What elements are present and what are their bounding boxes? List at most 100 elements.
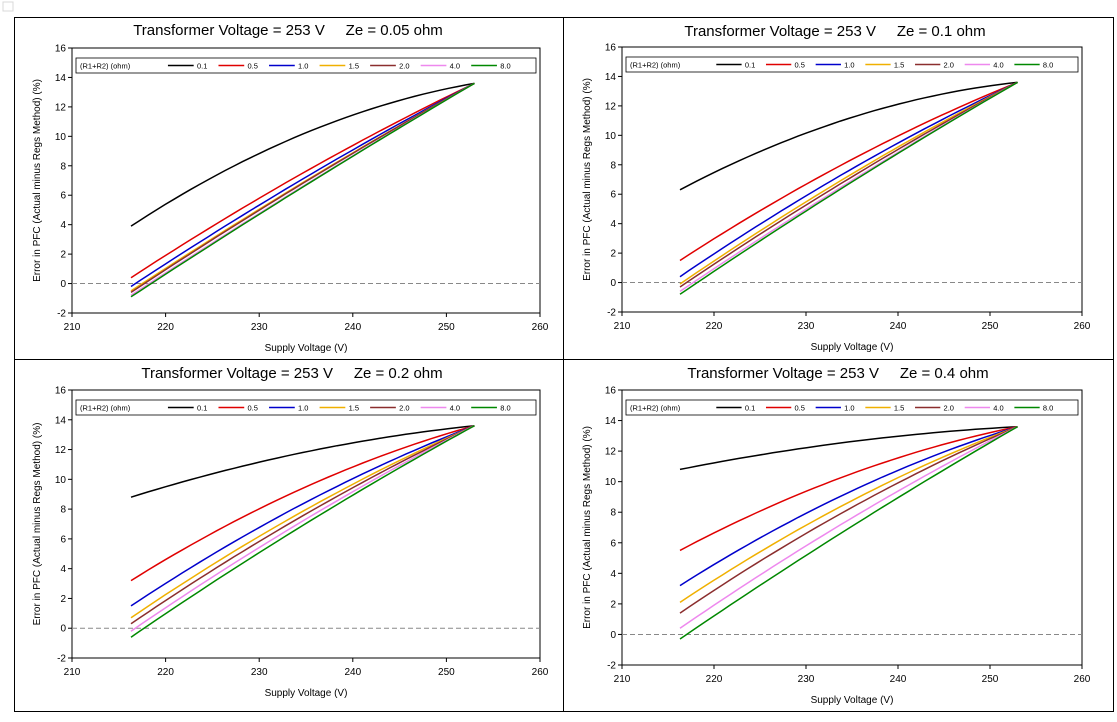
y-tick-label: 12 (55, 445, 67, 456)
legend-label-1.5: 1.5 (894, 61, 904, 70)
series-line-0.1 (679, 81, 1018, 191)
y-tick-label: 10 (605, 131, 617, 142)
panel-title: Transformer Voltage = 253 V Ze = 0.4 ohm (687, 365, 988, 382)
y-tick-label: 2 (610, 249, 616, 260)
plot-frame (621, 46, 1083, 313)
y-tick-label: 0 (60, 279, 66, 290)
x-tick-label: 220 (706, 321, 723, 332)
y-tick-label: 6 (610, 538, 616, 549)
legend-label-8.0: 8.0 (500, 404, 510, 413)
series-line-4.0 (679, 426, 1018, 629)
y-tick-label: 10 (55, 132, 67, 143)
chart-panel-2: Transformer Voltage = 253 V Ze = 0.1 ohm… (582, 23, 1091, 353)
y-tick-label: 10 (55, 475, 67, 486)
x-tick-label: 220 (706, 674, 723, 685)
legend-title: (R1+R2) (ohm) (630, 404, 681, 413)
series-line-0.5 (130, 82, 475, 279)
x-tick-label: 240 (890, 674, 907, 685)
y-tick-label: 6 (60, 191, 66, 202)
legend-label-2.0: 2.0 (944, 61, 954, 70)
y-tick-label: 12 (55, 102, 67, 113)
legend-label-2.0: 2.0 (944, 404, 954, 413)
series-line-1.5 (130, 425, 475, 619)
x-tick-label: 220 (157, 667, 174, 678)
y-tick-label: 6 (60, 534, 66, 545)
legend-title: (R1+R2) (ohm) (80, 404, 131, 413)
y-tick-label: 12 (605, 447, 617, 458)
y-tick-label: -2 (607, 308, 616, 319)
legend-box (75, 399, 537, 416)
legend-label-1.5: 1.5 (894, 404, 904, 413)
y-axis-label: Error in PFC (Actual minus Regs Method) … (32, 79, 43, 282)
series-line-2.0 (679, 81, 1018, 288)
y-tick-label: 2 (60, 250, 66, 261)
series-line-2.0 (130, 425, 475, 625)
series-line-0.5 (679, 81, 1018, 262)
y-tick-label: 16 (55, 386, 67, 397)
y-tick-label: 4 (60, 564, 66, 575)
panels: Transformer Voltage = 253 V Ze = 0.05 oh… (32, 22, 1091, 706)
y-tick-label: 8 (60, 505, 66, 516)
x-tick-label: 230 (798, 674, 815, 685)
chart-panel-1: Transformer Voltage = 253 V Ze = 0.05 oh… (32, 22, 549, 354)
panel-title: Transformer Voltage = 253 V Ze = 0.1 ohm (684, 23, 985, 40)
series-line-1.0 (130, 425, 475, 607)
legend-label-1.5: 1.5 (349, 404, 359, 413)
x-tick-label: 250 (982, 674, 999, 685)
legend-label-4.0: 4.0 (450, 404, 460, 413)
legend-label-0.1: 0.1 (197, 404, 207, 413)
series-line-0.5 (679, 425, 1018, 552)
series-line-4.0 (130, 425, 475, 632)
y-tick-label: 14 (605, 416, 617, 427)
y-tick-label: 4 (610, 219, 616, 230)
series-line-0.5 (130, 424, 475, 582)
y-tick-label: 16 (605, 386, 617, 397)
series-line-8.0 (130, 82, 475, 298)
series-line-1.0 (679, 425, 1018, 587)
legend-label-2.0: 2.0 (399, 404, 409, 413)
y-axis-label: Error in PFC (Actual minus Regs Method) … (582, 78, 593, 281)
y-tick-label: 0 (60, 624, 66, 635)
y-tick-label: -2 (57, 309, 66, 320)
x-tick-label: 240 (890, 321, 907, 332)
y-tick-label: 8 (60, 161, 66, 172)
legend-label-1.0: 1.0 (844, 404, 854, 413)
legend-title: (R1+R2) (ohm) (80, 62, 131, 71)
legend-label-0.1: 0.1 (197, 62, 207, 71)
legend-label-0.5: 0.5 (248, 404, 258, 413)
y-tick-label: 2 (60, 594, 66, 605)
x-tick-label: 260 (1074, 321, 1091, 332)
legend-label-2.0: 2.0 (399, 62, 409, 71)
legend-label-0.1: 0.1 (745, 404, 755, 413)
x-tick-label: 230 (251, 322, 268, 333)
x-tick-label: 210 (614, 674, 631, 685)
x-tick-label: 250 (982, 321, 999, 332)
series-line-0.1 (130, 82, 475, 227)
y-tick-label: -2 (57, 654, 66, 665)
x-tick-label: 240 (344, 322, 361, 333)
y-tick-label: 16 (55, 44, 67, 55)
y-tick-label: -2 (607, 661, 616, 672)
x-axis-label: Supply Voltage (V) (265, 688, 348, 699)
chart-panel-3: Transformer Voltage = 253 V Ze = 0.2 ohm… (32, 365, 549, 699)
series-line-1.5 (679, 81, 1018, 285)
x-tick-label: 210 (614, 321, 631, 332)
x-tick-label: 210 (64, 667, 81, 678)
legend-label-0.5: 0.5 (795, 61, 805, 70)
x-tick-label: 230 (251, 667, 268, 678)
series-line-2.0 (679, 426, 1018, 614)
y-tick-label: 8 (610, 508, 616, 519)
x-tick-label: 210 (64, 322, 81, 333)
y-tick-label: 8 (610, 160, 616, 171)
legend-label-1.0: 1.0 (298, 62, 308, 71)
y-tick-label: 12 (605, 101, 617, 112)
plot-frame (71, 389, 541, 659)
y-tick-label: 14 (55, 73, 67, 84)
y-tick-label: 0 (610, 630, 616, 641)
legend-label-8.0: 8.0 (500, 62, 510, 71)
legend-label-8.0: 8.0 (1043, 61, 1053, 70)
window-icon (2, 1, 14, 12)
series-line-1.5 (679, 425, 1018, 604)
legend-label-4.0: 4.0 (993, 404, 1003, 413)
